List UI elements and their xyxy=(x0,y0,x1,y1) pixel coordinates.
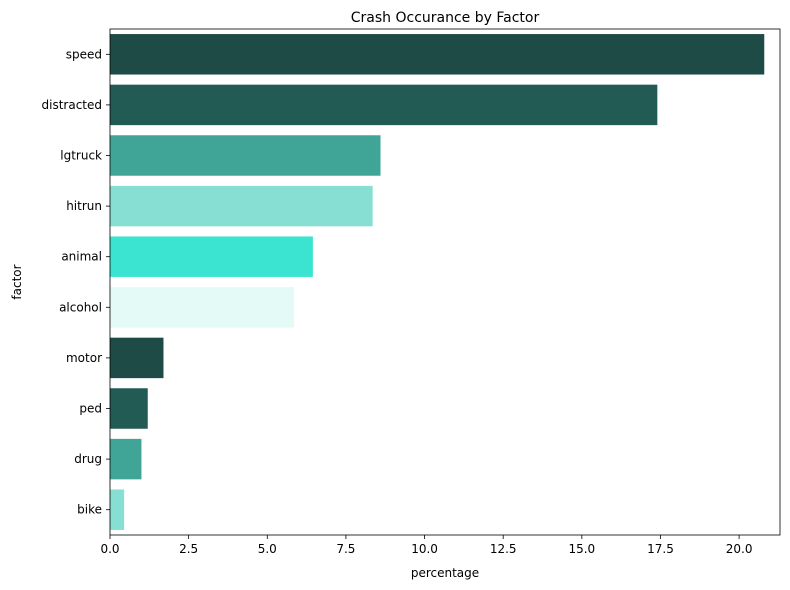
bar-motor xyxy=(110,337,164,379)
y-tick-label: animal xyxy=(61,250,102,264)
y-tick-label: motor xyxy=(66,351,102,365)
bar-lgtruck xyxy=(110,135,381,176)
x-tick-label: 20.0 xyxy=(726,542,753,556)
y-tick-label: drug xyxy=(74,452,102,466)
y-tick-label: alcohol xyxy=(59,300,102,314)
y-tick-label: distracted xyxy=(42,98,103,112)
chart-title: Crash Occurance by Factor xyxy=(351,10,540,26)
x-tick-label: 7.5 xyxy=(336,542,355,556)
x-tick-label: 2.5 xyxy=(179,542,198,556)
bar-speed xyxy=(110,34,765,75)
x-tick-label: 5.0 xyxy=(258,542,277,556)
plot-frame xyxy=(109,28,781,536)
bar-ped xyxy=(110,388,148,429)
y-tick-label: ped xyxy=(79,402,102,416)
x-tick-label: 0.0 xyxy=(100,542,119,556)
y-axis-label: factor xyxy=(10,264,24,299)
bar-alcohol xyxy=(110,287,295,328)
y-tick-label: speed xyxy=(66,47,102,61)
bar-bike xyxy=(110,489,125,530)
bar-drug xyxy=(110,438,142,480)
y-tick-label: hitrun xyxy=(66,199,102,213)
bar-animal xyxy=(110,236,313,277)
x-tick-label: 17.5 xyxy=(647,542,674,556)
x-tick-label: 15.0 xyxy=(568,542,595,556)
bar-hitrun xyxy=(110,185,373,227)
x-axis: 0.0 2.5 5.0 7.5 10.0 12.5 15.0 17.5 20.0 xyxy=(100,535,752,556)
y-tick-label: bike xyxy=(77,503,102,517)
bar-distracted xyxy=(110,84,658,126)
x-axis-label: percentage xyxy=(411,566,479,580)
y-axis: speed distracted lgtruck hitrun animal alcoho… xyxy=(42,47,110,517)
x-tick-label: 12.5 xyxy=(490,542,517,556)
bars-group xyxy=(110,34,765,530)
y-tick-label: lgtruck xyxy=(60,149,102,163)
x-tick-label: 10.0 xyxy=(411,542,438,556)
